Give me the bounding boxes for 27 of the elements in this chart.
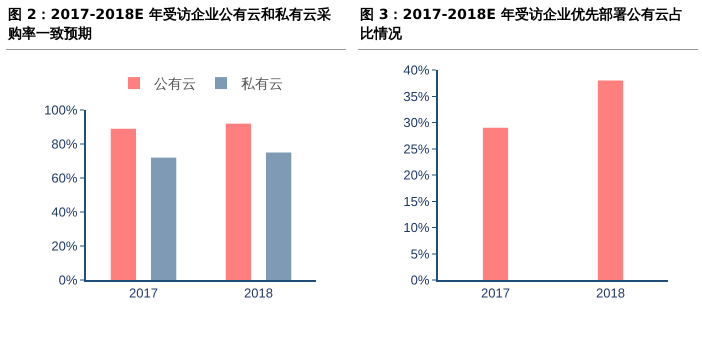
x-tick-label: 2018	[244, 286, 273, 301]
y-tick-label: 0%	[58, 272, 78, 288]
y-tick-label: 60%	[51, 170, 78, 186]
y-tick-label: 0%	[410, 272, 430, 288]
legend-label: 公有云	[154, 76, 196, 92]
y-tick-label: 20%	[403, 168, 430, 183]
y-tick-label: 40%	[51, 204, 78, 220]
bar	[226, 124, 252, 280]
y-tick-label: 80%	[51, 136, 78, 152]
y-tick-label: 35%	[403, 88, 430, 104]
x-tick-label: 2017	[129, 286, 158, 301]
x-tick-label: 2017	[481, 286, 510, 301]
y-tick-label: 100%	[44, 102, 78, 118]
chart-title: 图 2：2017-2018E 年受访企业公有云和私有云采购率一致预期	[6, 0, 346, 50]
y-tick-label: 25%	[403, 141, 430, 156]
bar	[150, 158, 176, 280]
x-tick-label: 2018	[596, 286, 625, 301]
chart-title: 图 3：2017-2018E 年受访企业优先部署公有云占比情况	[358, 0, 698, 50]
bar	[266, 152, 292, 280]
y-tick-label: 5%	[410, 246, 430, 262]
y-tick-label: 30%	[403, 115, 430, 130]
bar	[110, 128, 136, 280]
y-tick-label: 10%	[403, 220, 430, 236]
legend-label: 私有云	[241, 76, 283, 92]
y-tick-label: 15%	[403, 194, 430, 209]
y-tick-label: 40%	[403, 62, 430, 78]
y-tick-label: 20%	[51, 238, 78, 254]
